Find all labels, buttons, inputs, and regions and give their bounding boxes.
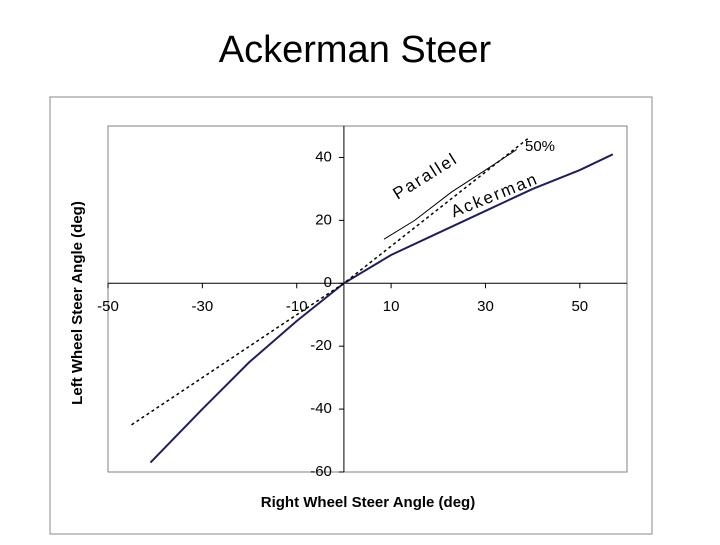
y-tick-label: -40 <box>310 400 332 417</box>
series-line <box>131 137 529 426</box>
chart-frame <box>49 96 653 535</box>
y-axis-title: Left Wheel Steer Angle (deg) <box>69 201 86 405</box>
x-tick-label: -10 <box>286 298 308 315</box>
y-tick-label: -60 <box>310 463 332 480</box>
series-line <box>383 149 517 240</box>
x-tick-label: -30 <box>192 298 214 315</box>
series-label: Ackerman <box>448 169 541 221</box>
x-tick-label: 30 <box>477 298 494 315</box>
y-tick-label: 20 <box>315 211 332 228</box>
x-tick-label: 50 <box>571 298 588 315</box>
series-label: Parallel <box>390 149 462 204</box>
y-tick-label: 0 <box>324 274 332 291</box>
x-axis-title: Right Wheel Steer Angle (deg) <box>261 494 475 511</box>
chart-title: Ackerman Steer <box>219 29 492 71</box>
y-tick-label: 40 <box>315 148 332 165</box>
series-line <box>149 153 614 464</box>
x-tick-label: -50 <box>97 298 119 315</box>
plot-frame <box>107 125 628 473</box>
y-tick-label: -20 <box>310 337 332 354</box>
x-tick-label: 10 <box>383 298 400 315</box>
series-label: 50% <box>525 138 555 155</box>
